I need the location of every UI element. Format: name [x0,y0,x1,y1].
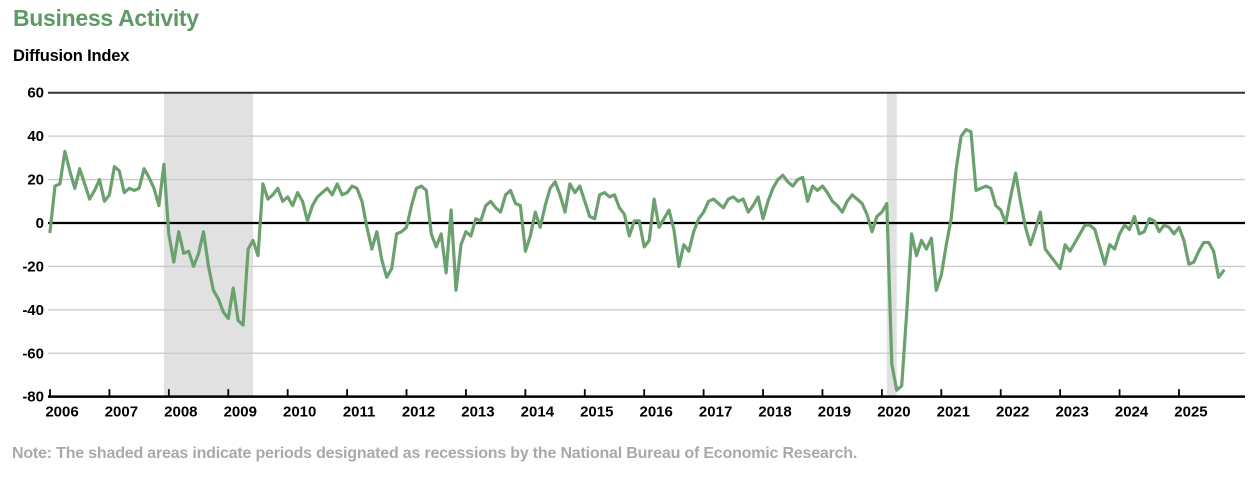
x-axis-year-label: 2012 [402,404,435,421]
y-axis-tick-label: -40 [22,302,44,319]
activity-line [48,128,1226,392]
x-axis-year-label: 2011 [343,404,376,421]
x-axis-year-label: 2013 [461,404,494,421]
y-axis-tick-label: -60 [22,345,44,362]
y-axis-tick-label: 20 [27,172,44,189]
x-axis-year-label: 2024 [1115,404,1149,421]
x-axis-year-label: 2025 [1174,404,1207,421]
x-axis-year-label: 2016 [640,404,673,421]
y-axis-tick-label: 40 [27,128,44,145]
x-axis-year-label: 2021 [937,404,970,421]
y-axis-tick-label: -80 [22,389,44,406]
x-axis-year-label: 2007 [105,404,138,421]
x-axis-year-label: 2022 [996,404,1029,421]
x-axis-year-label: 2020 [877,404,910,421]
x-axis-year-label: 2023 [1055,404,1088,421]
x-axis-year-label: 2014 [521,404,555,421]
recession-band [163,92,254,397]
y-axis-tick-label: -20 [22,258,44,275]
recession-band [886,92,897,397]
x-axis-year-label: 2010 [283,404,316,421]
x-axis-year-label: 2009 [224,404,257,421]
note-text: Note: The shaded areas indicate periods … [12,445,858,462]
x-axis-year-label: 2018 [758,404,791,421]
x-axis-year-label: 2019 [818,404,851,421]
y-axis-tick-label: 60 [27,85,44,102]
x-axis-year-label: 2008 [164,404,197,421]
y-axis-tick-label: 0 [36,215,44,232]
x-axis-year-label: 2017 [699,404,732,421]
x-axis-year-label: 2006 [45,404,78,421]
chart-title: Business Activity [13,5,199,31]
x-axis-year-label: 2015 [580,404,613,421]
y-axis-unit-label: Diffusion Index [13,47,130,65]
